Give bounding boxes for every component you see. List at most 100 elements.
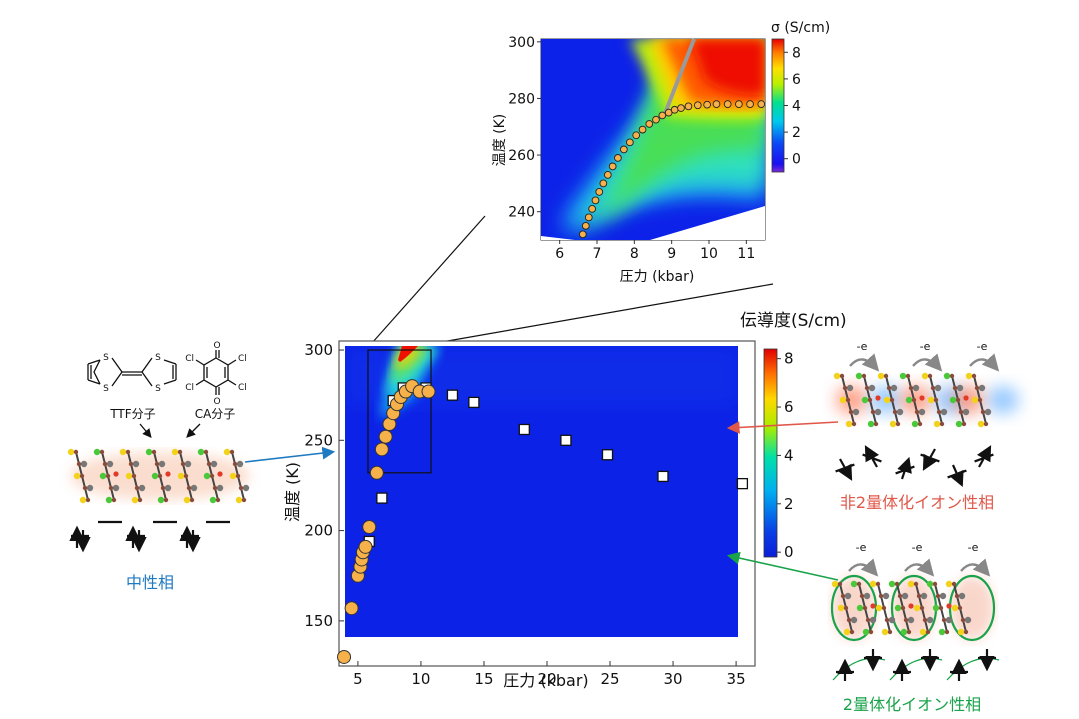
ca-atom-o1: O: [213, 341, 220, 351]
main-circle-point: [378, 429, 393, 444]
dimer-pairing-arc: [832, 657, 886, 681]
inset-circle-point: [599, 179, 608, 188]
molecule-structures: S S S S O O Cl Cl Cl Cl TTF分子 CA分子: [87, 341, 247, 438]
ttf-molecule-glyph: [907, 580, 934, 636]
main-circle-point: [369, 465, 384, 480]
main-square-point: [468, 396, 480, 409]
main-colorbar-tick-label: 6: [784, 398, 794, 416]
inset-color-field: [541, 39, 765, 240]
inset-circle-point: [595, 188, 604, 196]
ca-molecule-glyph: [850, 580, 877, 636]
inset-colorbar-tick-label: 4: [792, 99, 801, 115]
electron-label: -e: [977, 340, 988, 353]
main-x-tick-label: 15: [474, 670, 493, 688]
inset-circle-point: [584, 213, 593, 222]
zoom-line-right: [435, 283, 774, 344]
ttf-molecule-glyph: [921, 372, 948, 428]
nondimer-molecule-stack: -e -e -e: [828, 340, 1027, 428]
inset-circle-point: [645, 120, 654, 128]
inset-circle-point: [608, 162, 617, 171]
main-square-point: [560, 434, 572, 446]
main-x-tick-label: 25: [600, 670, 619, 688]
main-circle-point: [344, 601, 359, 616]
electron-label: -e: [856, 541, 867, 554]
ca-molecule-glyph: [926, 580, 953, 636]
neutral-phase-label: 中性相: [126, 573, 174, 592]
inset-x-tick-label: 11: [737, 246, 755, 262]
ttf-molecule-glyph: [869, 580, 896, 636]
main-circle-point: [374, 442, 389, 457]
inset-circle-point: [620, 145, 628, 154]
ttf-atom-s1: S: [103, 353, 109, 363]
electron-label: -e: [857, 340, 868, 353]
inset-circle-point: [746, 100, 754, 108]
inset-circle-point: [757, 100, 766, 108]
ttf-pointer: [139, 423, 152, 438]
ca-molecule-glyph: [145, 448, 172, 504]
main-y-tick-label: 300: [304, 341, 333, 359]
ca-atom-cl2: Cl: [238, 383, 247, 393]
main-circle-point: [421, 384, 436, 399]
ttf-structure: [87, 357, 177, 387]
inset-circle-point: [652, 115, 660, 124]
main-square-point: [736, 477, 749, 490]
main-colorbar: [763, 348, 778, 558]
main-colorbar-tick-label: 0: [784, 543, 794, 561]
inset-circle-point: [677, 104, 685, 112]
inset-y-tick-label: 300: [508, 35, 535, 51]
main-x-axis-label: 圧力 (kbar): [503, 671, 588, 690]
main-colorbar-title: 伝導度(S/cm): [740, 311, 847, 331]
main-x-tick-label: 5: [353, 670, 363, 688]
inset-colorbar-title: σ (S/cm): [771, 20, 830, 36]
electron-hop-arrow: [912, 353, 943, 372]
main-colorbar-tick-label: 4: [784, 446, 794, 464]
ttf-molecule-glyph: [831, 580, 858, 636]
main-y-tick-label: 200: [304, 522, 333, 540]
electron-hop-arrow: [848, 558, 879, 577]
ca-molecule-glyph: [888, 580, 915, 636]
ttf-molecule-glyph: [67, 448, 94, 504]
ca-label: CA分子: [195, 407, 236, 421]
ca-atom-o2: O: [213, 397, 220, 407]
ca-molecule-glyph: [899, 372, 926, 428]
electron-hop-arrow: [960, 558, 991, 577]
inset-circle-point: [670, 105, 679, 114]
electron-hop-arrow: [969, 353, 1000, 372]
zoom-box: [367, 349, 432, 474]
inset-colorbar-tick-label: 0: [792, 152, 801, 168]
electron-hop-arrow: [849, 353, 880, 372]
inset-gray-line: [662, 38, 696, 117]
ttf-label: TTF分子: [109, 407, 155, 421]
ca-atom-cl1: Cl: [238, 354, 247, 364]
ca-structure: [195, 350, 237, 395]
inset-colorbar-tick-label: 8: [792, 45, 801, 61]
dimer-pairing-arc: [946, 657, 1000, 681]
nondimer-spin-diagram: [835, 445, 994, 488]
inset-circle-point: [626, 138, 634, 147]
main-circle-point: [358, 539, 373, 554]
main-square-point: [376, 492, 388, 504]
ttf-molecule-glyph: [171, 448, 198, 504]
inset-x-tick-label: 9: [667, 246, 676, 262]
zoom-line-left: [371, 215, 486, 344]
ca-molecule-glyph: [943, 372, 970, 428]
ttf-molecule-glyph: [945, 580, 972, 636]
ca-molecule-glyph: [93, 448, 120, 504]
nondimer-phase-label: 非2量体化イオン性相: [840, 493, 994, 512]
inset-circle-point: [658, 111, 667, 120]
dimer-to-plot-arrow: [726, 551, 839, 581]
main-x-tick-label: 10: [411, 670, 430, 688]
ca-atom-cl4: Cl: [185, 383, 194, 393]
ttf-molecule-glyph: [833, 372, 860, 428]
inset-circle-point: [638, 125, 647, 134]
ca-atom-cl3: Cl: [185, 354, 194, 364]
inset-circle-point: [614, 154, 622, 162]
main-square-point: [446, 389, 459, 401]
main-square-point: [518, 423, 530, 436]
ca-molecule-glyph: [855, 372, 882, 428]
electron-hop-arrow: [904, 558, 935, 577]
inset-x-tick-label: 10: [700, 246, 718, 262]
